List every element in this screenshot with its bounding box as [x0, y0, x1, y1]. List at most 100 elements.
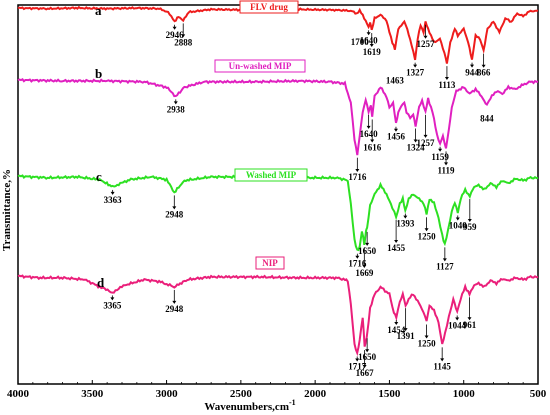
annotation-arrowhead — [110, 297, 115, 301]
annotation-arrowhead — [172, 206, 177, 210]
peak-label: 1650 — [358, 246, 377, 256]
legend-box-b — [214, 59, 306, 73]
panel-letter-d: d — [97, 275, 105, 290]
legend-label-a: FLV drug — [250, 2, 288, 12]
peak-label: 2938 — [167, 104, 186, 114]
peak-label: 1667 — [356, 368, 375, 378]
x-tick-label: 2500 — [230, 388, 253, 400]
peak-label: 1455 — [387, 243, 406, 253]
peak-label: 1391 — [397, 331, 416, 341]
annotation-arrowhead — [440, 358, 445, 362]
panel-letter-a: a — [95, 3, 102, 18]
x-tick-label: 2000 — [304, 388, 327, 400]
annotation-arrowhead — [393, 128, 398, 132]
annotation-arrowhead — [423, 35, 428, 39]
x-tick-label: 1000 — [453, 388, 476, 400]
legend-label-b: Un-washed MIP — [229, 61, 292, 71]
spectrum-line-c — [17, 174, 539, 252]
legend-label-c: Washed MIP — [246, 170, 297, 180]
peak-label: 944 — [465, 68, 479, 78]
peak-label: 1257 — [417, 39, 436, 49]
peak-label: 1700 — [351, 37, 370, 47]
annotation-arrowhead — [424, 228, 429, 232]
legend-label-d: NIP — [262, 258, 278, 268]
annotation-arrowhead — [424, 335, 429, 339]
panel-letter-c: c — [96, 169, 102, 184]
annotation-arrowhead — [455, 217, 460, 221]
legend-box-d — [255, 256, 285, 270]
annotation-arrowhead — [110, 191, 115, 195]
peak-label: 959 — [463, 222, 477, 232]
annotation-arrowhead — [481, 64, 486, 68]
peak-label: 1716 — [348, 172, 367, 182]
annotation-arrowhead — [455, 317, 460, 321]
x-tick-label: 500 — [530, 388, 547, 400]
annotation-arrowhead — [173, 101, 178, 105]
annotation-arrowhead — [355, 358, 360, 362]
x-tick-label: 4000 — [7, 388, 30, 400]
peak-label: 1393 — [396, 219, 415, 229]
annotation-arrowhead — [362, 265, 367, 268]
annotation-arrowhead — [444, 162, 449, 166]
peak-label: 866 — [477, 68, 491, 78]
x-tick-label: 3500 — [81, 388, 104, 400]
peak-label: 844 — [480, 114, 494, 124]
peak-label: 2946 — [166, 30, 185, 40]
peak-label: 961 — [463, 320, 477, 330]
peak-label: 1250 — [418, 231, 437, 241]
peak-label: 3365 — [103, 300, 122, 310]
annotation-arrowhead — [438, 148, 443, 152]
legend-box-a — [239, 0, 299, 14]
peak-label: 1250 — [418, 339, 437, 349]
annotation-arrowhead — [470, 64, 475, 68]
annotation-arrowhead — [394, 322, 399, 325]
spectrum-line-d — [17, 274, 539, 357]
annotation-arrowhead — [423, 134, 428, 138]
peak-label: 1257 — [417, 138, 436, 148]
peak-label: 1716 — [348, 259, 367, 269]
peak-label: 1159 — [431, 152, 449, 162]
x-tick-label: 1500 — [378, 388, 401, 400]
peak-label: 1456 — [387, 132, 406, 142]
annotation-arrowhead — [403, 328, 408, 332]
spectrum-line-b — [17, 78, 538, 156]
x-axis: 4000 3500 3000 2500 2000 1500 1000 500 — [7, 380, 547, 400]
annotation-arrowhead — [366, 125, 371, 129]
peak-label: 1040 — [449, 220, 468, 230]
peak-label: 1145 — [433, 361, 451, 371]
annotation-arrowhead — [467, 219, 472, 223]
peak-label: 1619 — [363, 47, 382, 57]
peak-label: 1616 — [363, 142, 382, 152]
peak-label: 3363 — [104, 195, 123, 205]
peak-label: 1119 — [438, 165, 456, 175]
annotation-arrowhead — [413, 64, 418, 68]
peak-label: 1463 — [386, 75, 405, 85]
annotation-arrowhead — [369, 44, 374, 48]
peak-label: 1717 — [348, 361, 367, 371]
peak-label: 1669 — [355, 268, 374, 278]
peak-label: 1454 — [387, 325, 406, 335]
legend-box-c — [234, 168, 308, 182]
annotation-arrowhead — [172, 26, 177, 30]
annotation-arrowhead — [355, 255, 360, 259]
x-axis-title: Wavenumbers,cm-1 — [204, 398, 295, 413]
x-axis-title-superscript: -1 — [289, 398, 296, 407]
annotation-arrowhead — [181, 34, 186, 38]
annotation-arrowhead — [355, 169, 360, 172]
peak-label: 1650 — [358, 352, 377, 362]
annotation-arrowhead — [362, 365, 367, 368]
peak-label: 1127 — [436, 261, 454, 271]
x-axis-title-main: Wavenumbers,cm — [204, 401, 289, 413]
annotation-arrowhead — [172, 300, 177, 304]
annotation-arrowhead — [366, 32, 371, 36]
x-tick-label: 3000 — [156, 388, 179, 400]
annotation-arrowhead — [403, 215, 408, 219]
peak-label: 1640 — [360, 129, 379, 139]
annotation-arrowhead — [442, 258, 447, 262]
annotation-arrowhead — [467, 317, 472, 321]
annotation-arrowhead — [394, 240, 399, 243]
